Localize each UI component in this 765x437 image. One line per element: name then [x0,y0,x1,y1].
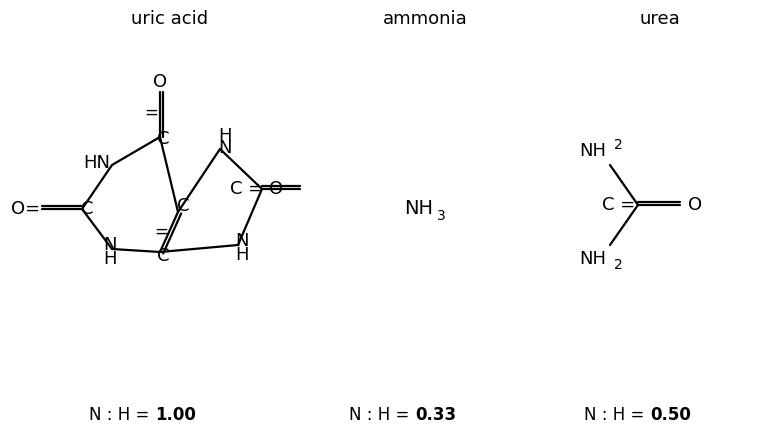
Text: 1.00: 1.00 [155,406,196,424]
Text: C: C [81,200,93,218]
Text: H: H [218,127,232,145]
Text: C = O: C = O [230,180,284,198]
Text: N: N [236,232,249,250]
Text: NH: NH [579,250,606,268]
Text: HN: HN [83,154,110,172]
Text: H: H [103,250,117,268]
Text: NH: NH [579,142,606,160]
Text: C: C [177,197,189,215]
Text: ammonia: ammonia [382,10,467,28]
Text: N : H =: N : H = [584,406,650,424]
Text: uric acid: uric acid [132,10,209,28]
Text: C: C [157,247,169,265]
Text: N: N [103,236,117,254]
Text: O=: O= [11,200,40,218]
Text: NH: NH [404,200,433,218]
Text: N : H =: N : H = [350,406,415,424]
Text: N : H =: N : H = [90,406,155,424]
Text: C =: C = [602,196,635,214]
Text: 2: 2 [614,258,623,272]
Text: O: O [688,196,702,214]
Text: C: C [157,130,169,148]
Text: 0.50: 0.50 [650,406,691,424]
Text: N: N [218,139,232,157]
Text: =: = [144,104,158,121]
Text: 0.33: 0.33 [415,406,456,424]
Text: =: = [154,223,168,241]
Text: urea: urea [640,10,680,28]
Text: O: O [153,73,167,91]
Text: 2: 2 [614,138,623,152]
Text: 3: 3 [437,209,445,223]
Text: H: H [236,246,249,264]
